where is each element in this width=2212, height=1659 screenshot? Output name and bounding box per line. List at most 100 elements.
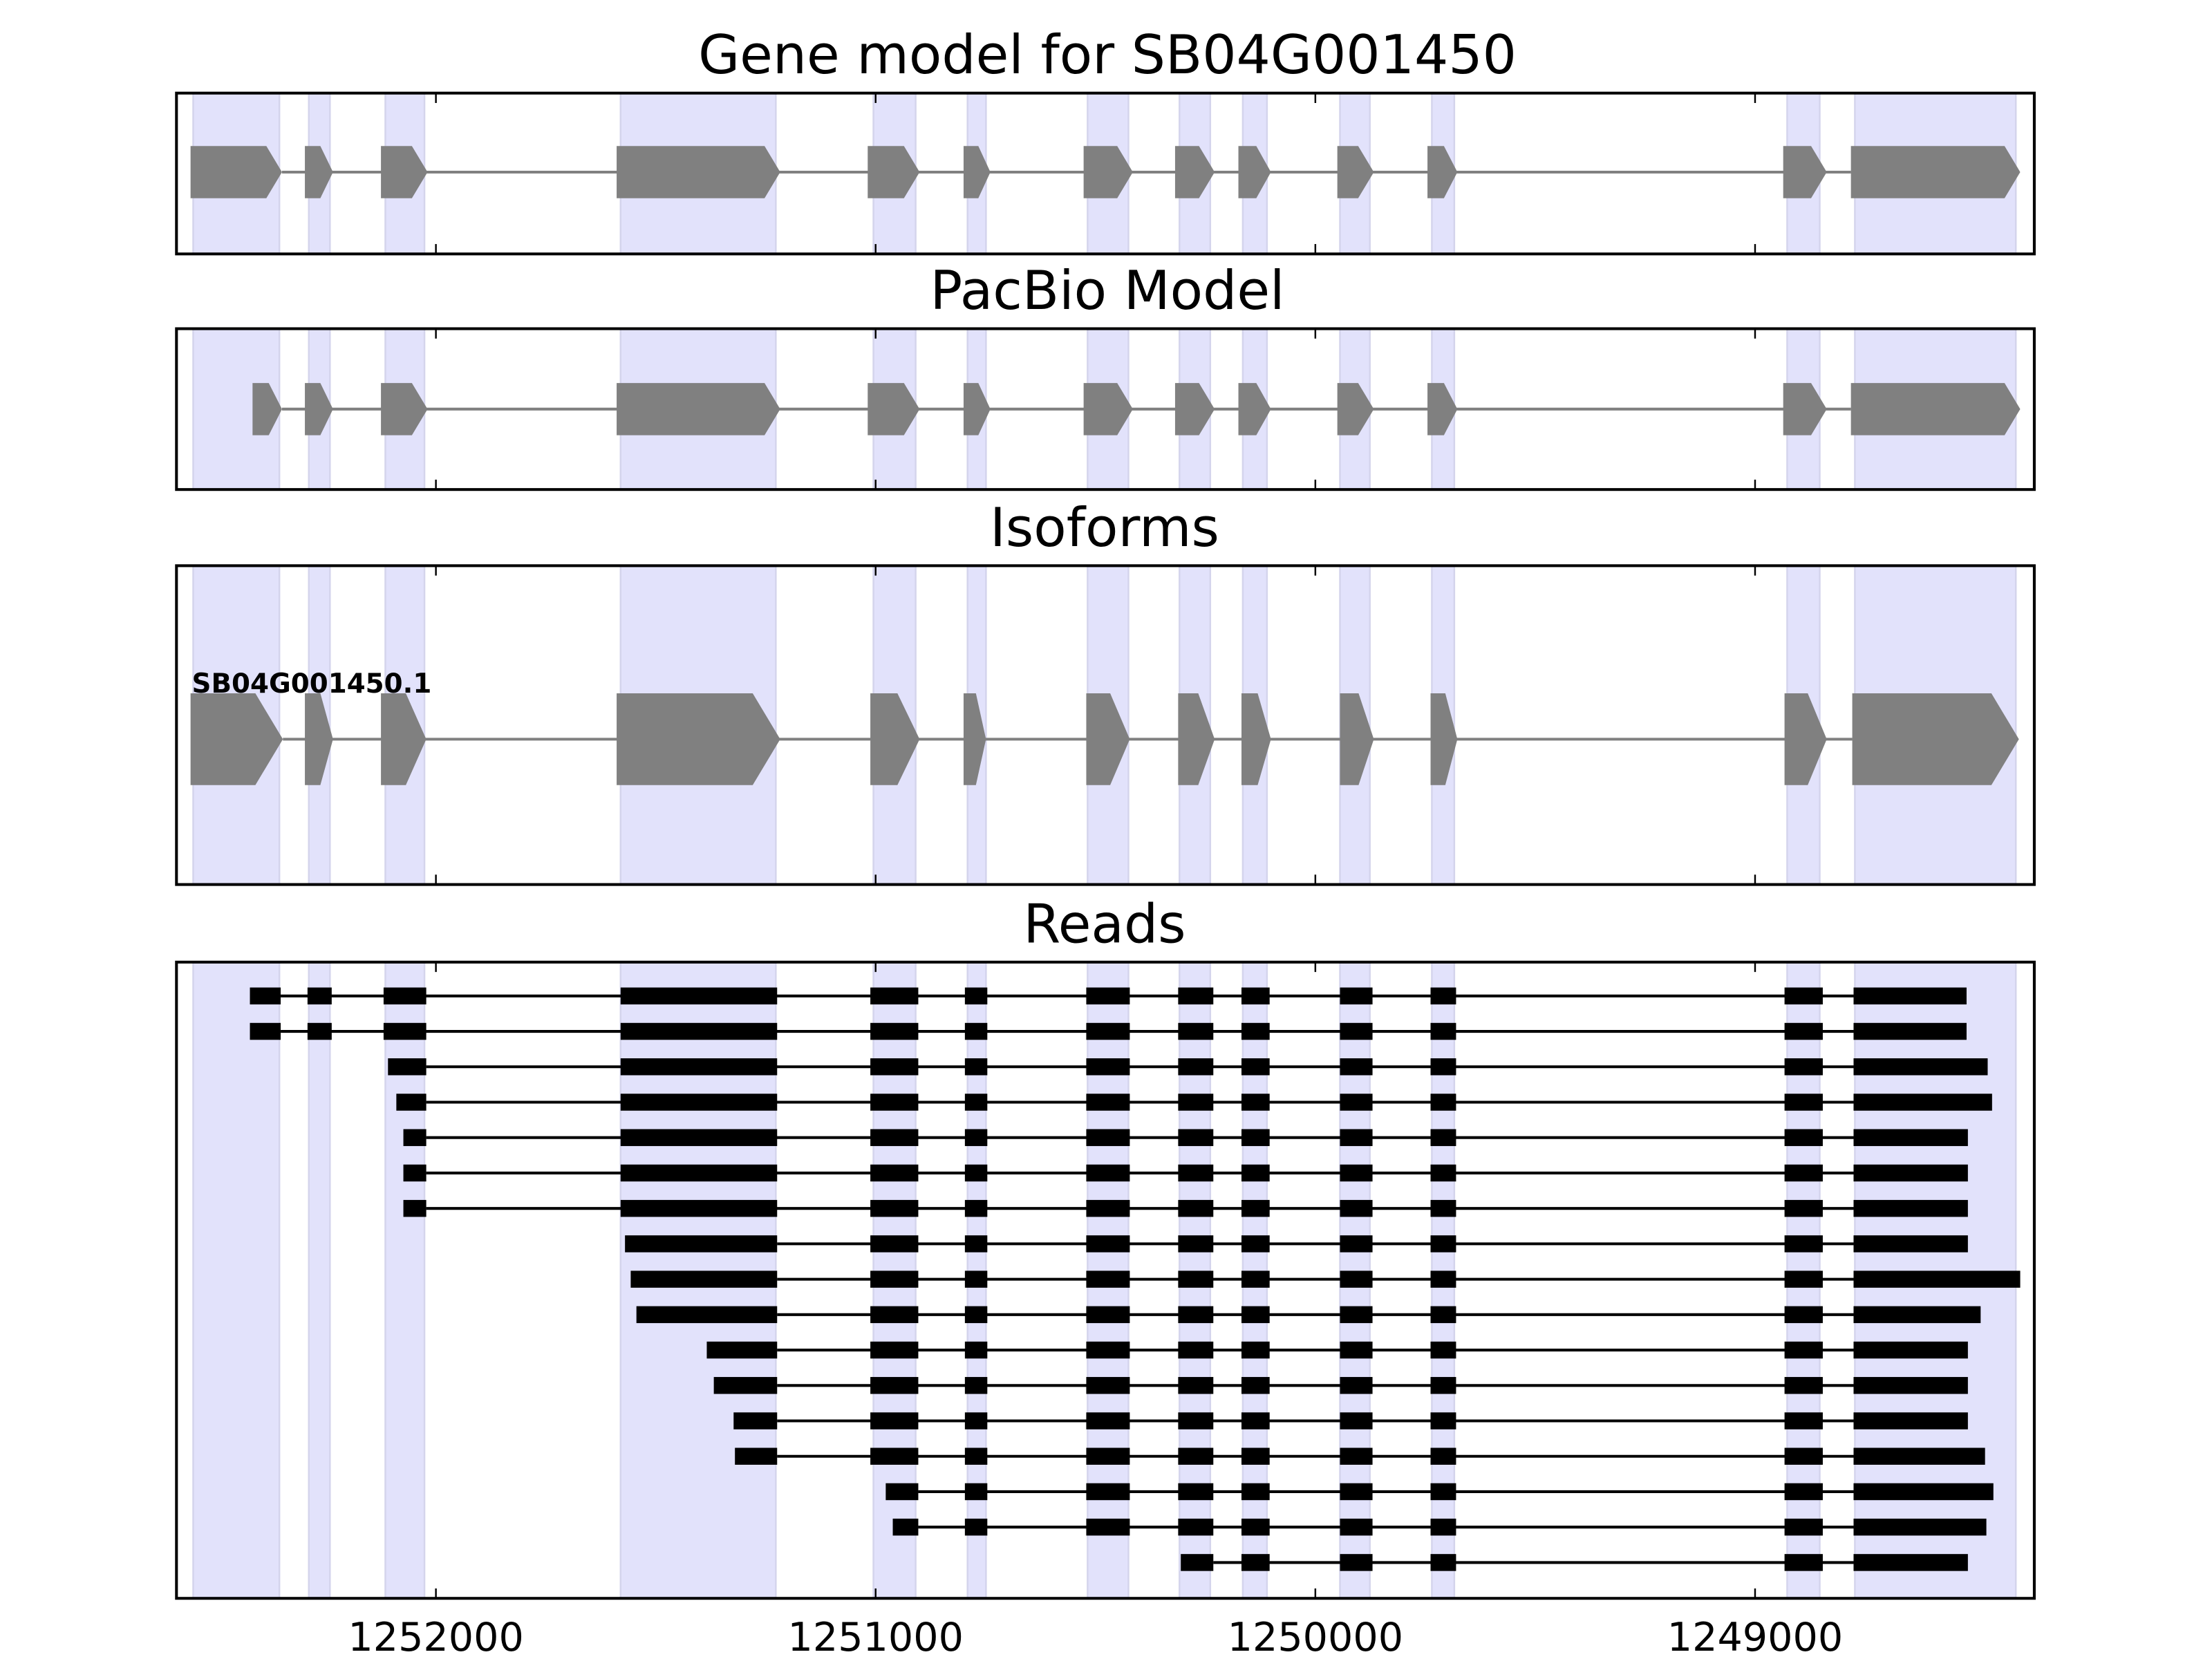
read-block xyxy=(964,1022,988,1040)
read-block xyxy=(1430,1058,1456,1076)
read-block xyxy=(1853,987,1967,1005)
read-block xyxy=(1340,1271,1373,1288)
read-block xyxy=(307,987,332,1005)
read-block xyxy=(1086,1377,1130,1394)
read-block xyxy=(1086,1518,1130,1536)
read-16 xyxy=(892,1518,1987,1536)
read-block xyxy=(1241,1164,1270,1182)
read-block xyxy=(964,1164,988,1182)
read-block xyxy=(1086,1058,1130,1076)
read-block xyxy=(1853,1518,1987,1536)
read-block xyxy=(870,1199,919,1217)
read-block xyxy=(1178,1199,1214,1217)
exon-arrow xyxy=(381,146,428,198)
read-block xyxy=(1178,987,1214,1005)
read-block xyxy=(1241,1022,1270,1040)
read-6 xyxy=(403,1164,1968,1182)
panel-isoforms xyxy=(175,564,2036,886)
exon-arrow xyxy=(1083,146,1133,198)
read-block xyxy=(733,1412,778,1430)
panel-frame xyxy=(175,564,2036,886)
read-block xyxy=(1430,1199,1456,1217)
read-block xyxy=(1853,1094,1992,1111)
read-block xyxy=(1178,1022,1214,1040)
read-block xyxy=(1178,1129,1214,1146)
panel-frame xyxy=(175,960,2036,1600)
read-block xyxy=(1340,1058,1373,1076)
panel-reads xyxy=(175,960,2036,1600)
read-block xyxy=(1340,1377,1373,1394)
read-block xyxy=(1340,1164,1373,1182)
read-block xyxy=(870,1412,919,1430)
read-block xyxy=(620,1199,778,1217)
exon-arrow xyxy=(1850,383,2021,435)
read-block xyxy=(964,1483,988,1501)
read-block xyxy=(1241,1199,1270,1217)
panel-frame xyxy=(175,327,2036,491)
exon-arrow xyxy=(1850,146,2021,198)
exon-arrow xyxy=(870,693,920,785)
read-block xyxy=(1853,1164,1968,1182)
read-block xyxy=(383,987,427,1005)
read-block xyxy=(625,1235,778,1253)
read-block xyxy=(885,1483,919,1501)
read-block xyxy=(1086,1094,1130,1111)
exon-arrow xyxy=(305,383,333,435)
read-block xyxy=(1178,1518,1214,1536)
title-reads: Reads xyxy=(1023,893,1185,955)
exon-arrow xyxy=(1337,383,1374,435)
read-block xyxy=(250,987,281,1005)
x-tick-label: 1252000 xyxy=(348,1615,523,1659)
read-block xyxy=(964,1447,988,1465)
read-block xyxy=(1853,1235,1968,1253)
exon-arrow xyxy=(1783,146,1827,198)
read-block xyxy=(396,1094,427,1111)
read-block xyxy=(870,1058,919,1076)
read-block xyxy=(1430,1235,1456,1253)
exon-arrow xyxy=(1174,383,1215,435)
read-block xyxy=(892,1518,919,1536)
read-block xyxy=(870,1235,919,1253)
exon-arrow xyxy=(1083,383,1133,435)
read-block xyxy=(964,1518,988,1536)
read-14 xyxy=(735,1447,1985,1465)
exon-arrow xyxy=(1783,383,1827,435)
exon-arrow xyxy=(1852,693,2019,785)
read-block xyxy=(1178,1306,1214,1324)
read-block xyxy=(1086,1199,1130,1217)
exon-arrow xyxy=(617,693,780,785)
read-block xyxy=(1430,1483,1456,1501)
read-block xyxy=(870,1447,919,1465)
read-block xyxy=(1784,1412,1823,1430)
exon-arrow xyxy=(381,693,427,785)
exon-arrow xyxy=(1086,693,1130,785)
read-block xyxy=(1086,1164,1130,1182)
read-block xyxy=(1178,1412,1214,1430)
read-block xyxy=(1086,1129,1130,1146)
read-block xyxy=(1178,1164,1214,1182)
read-block xyxy=(870,1022,919,1040)
read-block xyxy=(1430,1129,1456,1146)
read-block xyxy=(1241,1483,1270,1501)
read-block xyxy=(1086,987,1130,1005)
read-block xyxy=(1178,1447,1214,1465)
read-block xyxy=(1340,1306,1373,1324)
read-block xyxy=(1340,1554,1373,1571)
read-block xyxy=(1340,1447,1373,1465)
read-block xyxy=(1430,987,1456,1005)
read-block xyxy=(1178,1094,1214,1111)
read-block xyxy=(1241,1554,1270,1571)
read-2 xyxy=(250,1022,1967,1040)
read-block xyxy=(870,1164,919,1182)
read-13 xyxy=(733,1412,1968,1430)
read-block xyxy=(1340,1129,1373,1146)
read-block xyxy=(1784,1129,1823,1146)
read-9 xyxy=(630,1271,2021,1288)
read-block xyxy=(870,1271,919,1288)
read-block xyxy=(630,1271,778,1288)
read-block xyxy=(1430,1377,1456,1394)
read-block xyxy=(1241,1412,1270,1430)
read-15 xyxy=(885,1483,1994,1501)
read-block xyxy=(1340,987,1373,1005)
